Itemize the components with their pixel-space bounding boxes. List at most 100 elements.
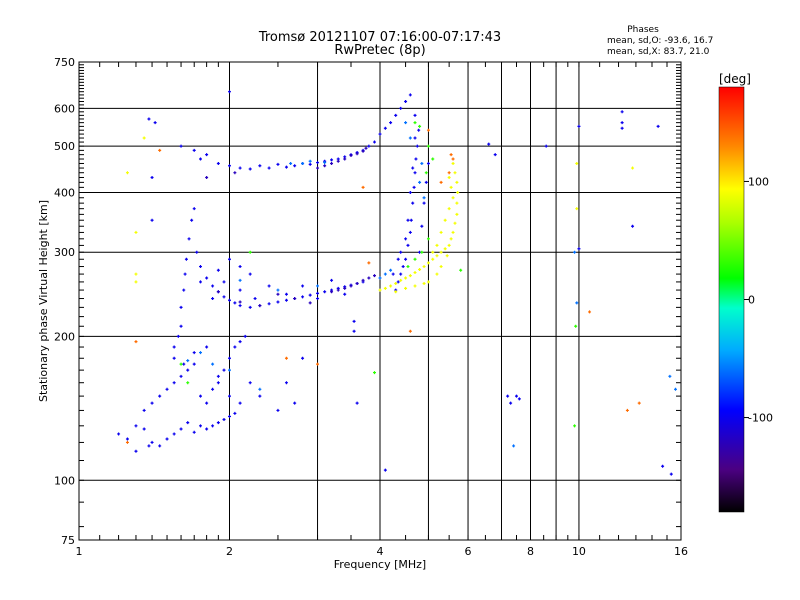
data-point-s0-47	[276, 408, 280, 412]
data-point-s0-114	[316, 161, 320, 165]
data-point-s2-22	[575, 301, 579, 305]
data-point-s0-89	[267, 284, 271, 288]
data-point-s3-23	[453, 171, 457, 175]
data-point-s2-15	[238, 278, 242, 282]
chart-title: Tromsø 20121107 07:16:00-07:17:43	[258, 30, 501, 45]
data-point-s0-173	[620, 121, 624, 125]
data-point-s0-2	[134, 424, 138, 428]
data-point-s5-0	[447, 171, 451, 175]
data-point-s4-1	[418, 124, 422, 128]
data-point-s0-86	[222, 280, 226, 284]
data-point-s4-11	[373, 371, 377, 375]
x-tick-label-2: 4	[377, 545, 384, 558]
data-point-s1-0	[316, 166, 320, 170]
data-point-s0-88	[253, 297, 257, 301]
data-point-s3-25	[443, 218, 447, 222]
data-point-s0-21	[165, 387, 169, 391]
data-point-s0-181	[493, 153, 497, 157]
data-point-s0-178	[661, 464, 665, 468]
data-point-s3-41	[575, 161, 579, 165]
data-point-s3-8	[418, 268, 422, 272]
data-point-s0-68	[248, 305, 252, 309]
data-point-s3-38	[451, 196, 455, 200]
data-point-s0-108	[267, 166, 271, 170]
data-point-s0-156	[426, 161, 430, 165]
data-point-s4-0	[413, 121, 417, 125]
data-point-s0-165	[383, 468, 387, 472]
data-point-s0-39	[182, 362, 186, 366]
data-point-s5-13	[637, 401, 641, 405]
data-point-s0-74	[301, 295, 305, 299]
data-point-s4-12	[573, 424, 577, 428]
data-point-s3-1	[383, 286, 387, 290]
data-point-s5-8	[284, 356, 288, 360]
data-point-s1-18	[293, 297, 297, 301]
data-point-s3-19	[455, 212, 459, 216]
data-point-s0-129	[404, 100, 408, 104]
stats-x-line: mean, sd,X: 83.7, 21.0	[607, 47, 710, 57]
data-point-s3-24	[451, 161, 455, 165]
data-point-s0-24	[186, 368, 190, 372]
data-point-s4-2	[426, 144, 430, 148]
data-point-s0-101	[199, 157, 203, 161]
data-point-s3-17	[451, 230, 455, 234]
data-point-s0-77	[323, 290, 327, 294]
data-point-s0-116	[330, 158, 334, 162]
data-point-s2-7	[323, 161, 327, 165]
data-point-s0-13	[211, 424, 215, 428]
data-point-s2-23	[668, 374, 672, 378]
data-point-s4-5	[420, 250, 424, 254]
data-point-s4-6	[413, 257, 417, 261]
data-point-s0-143	[415, 144, 419, 148]
data-point-s0-154	[422, 201, 426, 205]
data-point-s0-132	[396, 280, 400, 284]
data-point-s3-36	[445, 254, 449, 258]
data-point-s0-96	[238, 265, 242, 269]
data-point-s0-55	[184, 257, 188, 261]
data-point-s2-13	[420, 161, 424, 165]
data-point-s2-19	[408, 136, 412, 140]
data-point-s0-158	[396, 257, 400, 261]
data-point-s3-11	[431, 257, 435, 261]
data-point-s3-31	[422, 282, 426, 286]
data-point-s0-148	[406, 218, 410, 222]
data-point-s0-38	[179, 324, 183, 328]
data-point-s4-9	[186, 381, 190, 385]
data-point-s0-104	[228, 164, 231, 168]
data-point-s0-145	[413, 113, 417, 117]
data-point-s0-171	[577, 124, 581, 128]
data-point-s3-6	[408, 274, 412, 278]
data-point-s0-153	[420, 224, 424, 228]
data-point-s3-20	[455, 201, 459, 205]
data-point-s4-4	[424, 171, 428, 175]
data-point-s0-97	[248, 272, 252, 276]
data-point-s0-164	[355, 401, 359, 405]
data-point-s0-45	[248, 381, 252, 385]
data-point-s0-175	[656, 124, 660, 128]
data-point-s3-14	[443, 247, 447, 251]
data-point-s0-133	[399, 272, 403, 276]
data-point-s0-43	[228, 394, 231, 398]
data-point-s3-13	[439, 250, 443, 254]
data-point-s0-50	[134, 449, 138, 453]
data-point-s0-110	[284, 165, 288, 169]
data-point-s0-157	[391, 272, 395, 276]
data-point-s2-24	[674, 387, 678, 391]
y-axis-label: Stationary phase Virtual Height [km]	[37, 200, 50, 402]
data-point-s4-15	[459, 268, 463, 272]
data-point-s4-13	[574, 324, 578, 328]
data-point-s2-14	[422, 196, 426, 200]
data-point-s0-170	[544, 144, 548, 148]
data-point-s0-176	[631, 224, 635, 228]
data-point-s0-93	[330, 278, 334, 282]
data-point-s1-23	[205, 175, 209, 179]
data-point-s2-21	[573, 250, 577, 254]
data-point-s0-9	[186, 421, 190, 425]
data-point-s0-28	[211, 387, 215, 391]
data-point-s0-123	[373, 140, 377, 144]
data-point-s0-127	[394, 113, 398, 117]
data-point-s3-33	[404, 286, 408, 290]
data-point-s0-163	[352, 329, 356, 333]
data-point-s2-0	[186, 359, 190, 363]
